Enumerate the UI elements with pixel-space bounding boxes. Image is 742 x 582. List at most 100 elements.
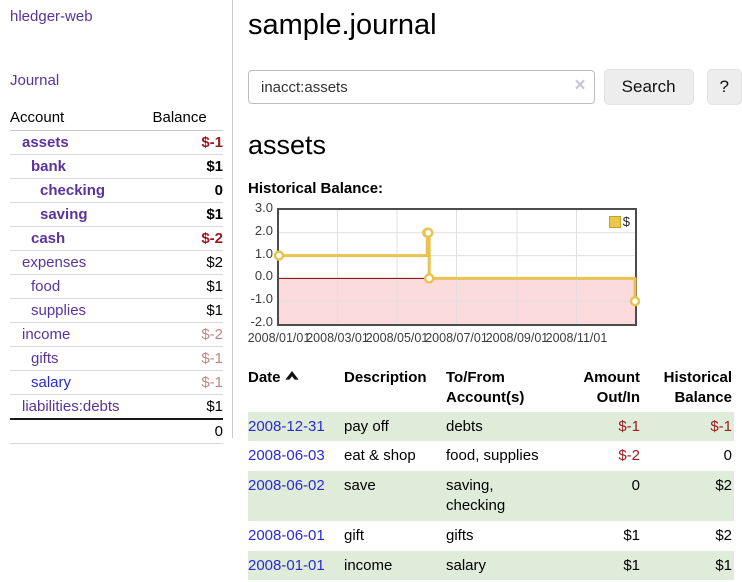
y-axis-tick-label: 0.0 — [254, 268, 273, 284]
data-point-marker — [629, 295, 641, 307]
account-row: gifts $-1 — [10, 346, 223, 371]
account-link[interactable]: supplies — [31, 302, 87, 319]
account-row: food $1 — [10, 274, 223, 299]
account-link[interactable]: gifts — [31, 350, 59, 367]
y-axis-tick-label: 1.0 — [254, 245, 273, 261]
account-row: assets $-1 — [10, 130, 223, 155]
account-link[interactable]: income — [22, 326, 71, 343]
account-row: salary $-1 — [10, 370, 223, 395]
y-axis-tick-label: 2.0 — [254, 222, 273, 238]
page-title: sample.journal — [248, 9, 437, 41]
account-balance: $-2 — [152, 322, 223, 347]
register-col-description[interactable]: Description — [344, 369, 427, 386]
register-header-row: Date Description To/From Account(s) Amount … — [248, 366, 734, 412]
data-point-marker — [422, 227, 434, 239]
register-col-accounts[interactable]: To/From Account(s) — [446, 369, 525, 406]
transaction-accounts: gifts — [446, 526, 474, 544]
account-link[interactable]: liabilities:debts — [22, 398, 120, 415]
transaction-balance: $2 — [715, 477, 732, 495]
transaction-accounts: saving, checking — [446, 477, 506, 514]
data-point-marker — [273, 250, 285, 261]
transaction-row[interactable]: 2008-06-02 save saving, checking 0 $2 — [248, 471, 734, 521]
transaction-description: save — [344, 477, 376, 495]
account-link[interactable]: bank — [31, 158, 67, 175]
help-button[interactable]: ? — [706, 69, 742, 105]
chart-title: Historical Balance: — [248, 180, 384, 197]
legend-swatch-icon — [608, 215, 621, 228]
accounts-total-balance: 0 — [152, 418, 223, 444]
transaction-row[interactable]: 2008-06-01 gift gifts $1 $2 — [248, 521, 734, 551]
search-input-wrap: × — [248, 70, 595, 104]
transaction-balance: $-1 — [710, 417, 732, 435]
app-title-link[interactable]: hledger-web — [10, 8, 93, 25]
x-axis-tick-label: 2008/07/01 — [425, 331, 488, 345]
account-link[interactable]: expenses — [22, 254, 87, 271]
transaction-amount: $1 — [623, 526, 640, 544]
account-balance: $-1 — [152, 130, 223, 155]
transaction-description: gift — [344, 526, 365, 544]
account-heading: assets — [248, 130, 327, 160]
transaction-date-link[interactable]: 2008-01-01 — [248, 556, 325, 574]
transaction-amount: $1 — [623, 556, 640, 574]
register-col-date[interactable]: Date — [248, 366, 344, 412]
transaction-balance: $1 — [715, 556, 732, 574]
account-link[interactable]: salary — [31, 374, 72, 391]
transaction-description: eat & shop — [344, 447, 416, 465]
accounts-header-row: Account Balance — [10, 106, 223, 131]
transaction-row[interactable]: 2008-12-31 pay off debts $-1 $-1 — [248, 411, 734, 442]
main-content: sample.journal × Search ? assets Histori… — [247, 0, 742, 581]
transaction-accounts: debts — [446, 417, 483, 435]
account-row: saving $1 — [10, 202, 223, 227]
transaction-accounts: food, supplies — [446, 447, 539, 465]
account-row: bank $1 — [10, 154, 223, 179]
transaction-row[interactable]: 2008-01-01 income salary $1 $1 — [248, 550, 734, 581]
account-balance: $-2 — [152, 226, 223, 251]
transaction-date-link[interactable]: 2008-06-01 — [248, 526, 325, 544]
sidebar: hledger-web Journal Account Balance asse… — [0, 0, 233, 444]
register-col-amount[interactable]: Amount Out/In — [583, 369, 640, 406]
transaction-description: income — [344, 556, 393, 574]
y-axis-tick-label: 3.0 — [254, 200, 273, 215]
accounts-col-account: Account — [10, 106, 153, 131]
transaction-date-link[interactable]: 2008-12-31 — [248, 417, 325, 435]
x-axis-tick-label: 2008/03/01 — [306, 331, 369, 345]
transaction-amount: 0 — [631, 477, 640, 495]
account-link[interactable]: food — [31, 278, 61, 295]
search-input[interactable] — [248, 70, 595, 104]
transaction-balance: 0 — [723, 447, 732, 465]
sidebar-item-journal[interactable]: Journal — [10, 72, 60, 89]
account-row: supplies $1 — [10, 298, 223, 323]
register-col-balance[interactable]: Historical Balance — [663, 369, 732, 406]
data-point-marker — [423, 273, 435, 284]
search-bar: × Search ? — [248, 69, 742, 105]
transaction-amount: $-2 — [618, 447, 640, 465]
transaction-accounts: salary — [446, 556, 487, 574]
chart-plot-area[interactable]: $ — [273, 208, 641, 326]
transaction-description: pay off — [344, 417, 389, 435]
clear-search-icon[interactable]: × — [574, 75, 586, 96]
account-link[interactable]: checking — [40, 182, 106, 199]
accounts-col-balance: Balance — [152, 106, 223, 131]
account-balance: $1 — [206, 398, 223, 415]
accounts-total-row: 0 — [10, 418, 223, 444]
transaction-row[interactable]: 2008-06-03 eat & shop food, supplies $-2 0 — [248, 441, 734, 471]
account-row: expenses $2 — [10, 250, 223, 275]
account-row: checking 0 — [10, 178, 223, 203]
register-table: Date Description To/From Account(s) Amount … — [248, 366, 734, 581]
account-row: income $-2 — [10, 322, 223, 347]
account-balance: $-1 — [152, 370, 223, 395]
chart-legend: $ — [608, 214, 630, 229]
transaction-date-link[interactable]: 2008-06-03 — [248, 447, 325, 465]
account-link[interactable]: assets — [22, 134, 69, 151]
account-link[interactable]: saving — [40, 206, 88, 223]
search-button[interactable]: Search — [603, 69, 694, 105]
account-balance: $1 — [152, 298, 223, 323]
x-axis-tick-label: 2008/01/01 — [247, 331, 311, 345]
account-row: cash $-2 — [10, 226, 223, 251]
transaction-date-link[interactable]: 2008-06-02 — [248, 477, 325, 495]
y-axis-tick-label: -1.0 — [250, 291, 273, 307]
account-link[interactable]: cash — [31, 230, 66, 247]
account-balance: 0 — [152, 178, 223, 203]
account-balance: $2 — [152, 250, 223, 275]
chart-canvas — [273, 210, 641, 324]
